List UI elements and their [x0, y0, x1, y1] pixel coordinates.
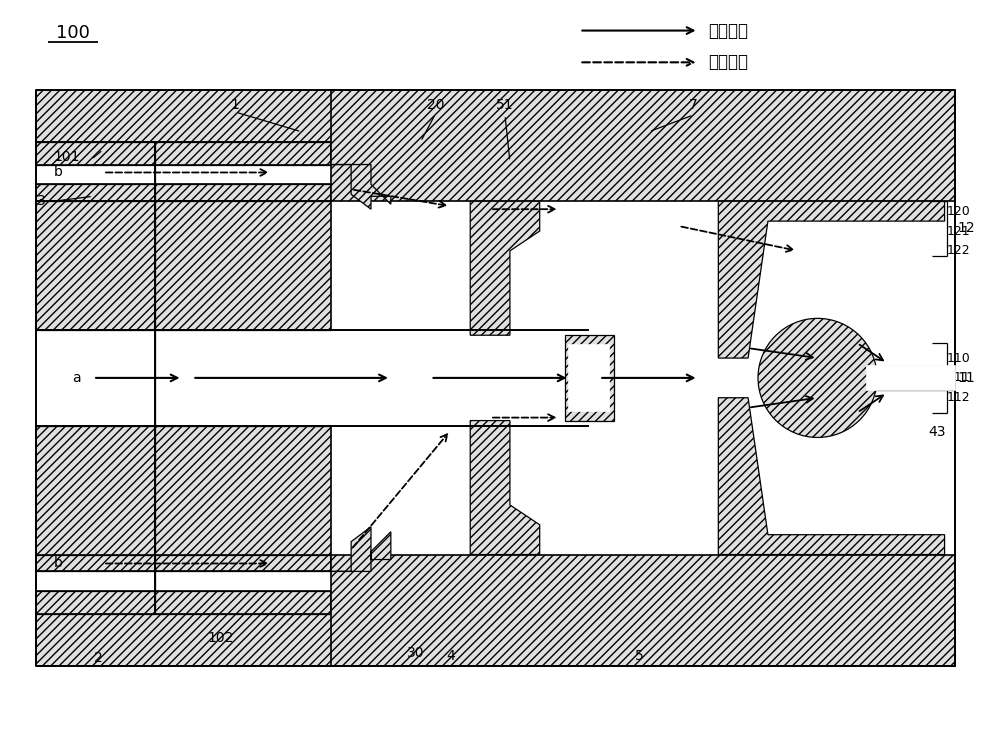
- Text: 3: 3: [37, 194, 46, 208]
- Polygon shape: [155, 591, 331, 614]
- Polygon shape: [718, 398, 945, 555]
- Text: 30: 30: [407, 646, 424, 660]
- Text: 20: 20: [427, 98, 444, 112]
- Text: 第二油路: 第二油路: [708, 53, 748, 71]
- Polygon shape: [331, 165, 391, 209]
- Polygon shape: [331, 527, 391, 572]
- Polygon shape: [470, 201, 540, 335]
- Polygon shape: [36, 614, 955, 666]
- Text: 111: 111: [947, 371, 970, 384]
- Polygon shape: [36, 555, 155, 572]
- Polygon shape: [565, 335, 614, 421]
- Polygon shape: [155, 184, 331, 201]
- Text: 121: 121: [947, 225, 970, 238]
- Text: 7: 7: [689, 98, 698, 112]
- Polygon shape: [36, 90, 955, 141]
- Polygon shape: [36, 184, 155, 201]
- Text: 101: 101: [53, 149, 80, 163]
- Text: 2: 2: [94, 651, 102, 665]
- Text: 122: 122: [947, 244, 970, 257]
- Polygon shape: [470, 421, 540, 555]
- Text: 100: 100: [56, 23, 90, 42]
- Polygon shape: [155, 555, 331, 572]
- Polygon shape: [155, 141, 331, 165]
- Polygon shape: [331, 201, 955, 555]
- Polygon shape: [331, 555, 955, 666]
- Text: 102: 102: [207, 631, 233, 645]
- Text: b: b: [54, 556, 63, 571]
- Text: 110: 110: [947, 351, 970, 364]
- Polygon shape: [569, 345, 609, 410]
- Text: 120: 120: [947, 205, 970, 218]
- Text: 12: 12: [958, 221, 975, 235]
- Polygon shape: [718, 201, 945, 358]
- Text: b: b: [54, 165, 63, 179]
- Polygon shape: [36, 201, 155, 330]
- Text: 第一油路: 第一油路: [708, 22, 748, 39]
- Polygon shape: [36, 141, 155, 165]
- Text: 4: 4: [446, 649, 455, 663]
- Text: 5: 5: [635, 649, 643, 663]
- Polygon shape: [36, 591, 155, 614]
- Text: 43: 43: [928, 426, 945, 440]
- Text: 11: 11: [958, 371, 975, 385]
- Polygon shape: [155, 426, 331, 555]
- Polygon shape: [867, 366, 955, 390]
- Text: 112: 112: [947, 391, 970, 405]
- Polygon shape: [331, 90, 955, 201]
- Polygon shape: [36, 426, 155, 555]
- Text: 1: 1: [231, 98, 239, 112]
- Text: a: a: [72, 371, 81, 385]
- Polygon shape: [155, 201, 331, 330]
- Text: 51: 51: [496, 98, 514, 112]
- Circle shape: [758, 319, 877, 437]
